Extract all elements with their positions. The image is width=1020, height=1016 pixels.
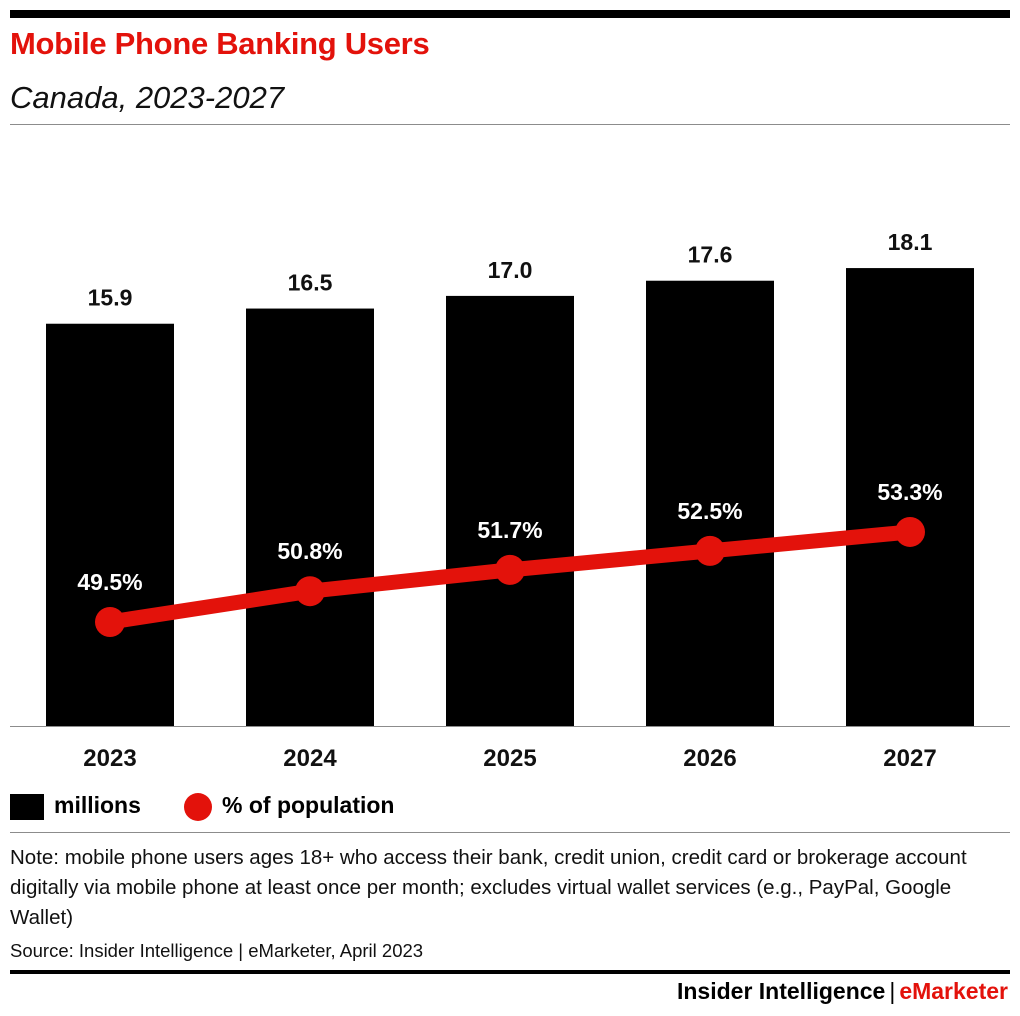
bar-value-label-2025: 17.0 <box>488 257 533 283</box>
bar-value-label-2026: 17.6 <box>688 242 733 268</box>
x-tick-label-2026: 2026 <box>683 745 736 772</box>
bar-value-label-2023: 15.9 <box>88 285 133 311</box>
population-point-2024 <box>295 576 325 607</box>
population-point-2027 <box>895 516 925 547</box>
population-point-2025 <box>495 554 525 585</box>
population-label-2026: 52.5% <box>677 498 742 524</box>
chart-canvas: 15.9 2023 16.5 2024 17.0 2025 17.6 2026 18.1 2027… <box>10 229 1010 772</box>
bar-2025 <box>446 295 574 726</box>
population-point-2026 <box>695 535 725 566</box>
brand-name-right: eMarketer <box>899 978 1008 1004</box>
x-tick-label-2027: 2027 <box>883 745 936 772</box>
x-tick-label-2025: 2025 <box>483 745 536 772</box>
legend-divider <box>10 832 1010 833</box>
population-label-2025: 51.7% <box>477 517 542 543</box>
brand-name-left: Insider Intelligence <box>676 978 886 1004</box>
bar-2024 <box>246 308 374 726</box>
legend-label-population: % of population <box>222 792 395 818</box>
x-tick-label-2023: 2023 <box>83 745 136 772</box>
brand-separator: | <box>889 978 896 1004</box>
bottom-bar <box>10 970 1010 974</box>
bar-value-label-2024: 16.5 <box>288 270 333 296</box>
top-bar <box>10 10 1010 18</box>
bar-value-label-2027: 18.1 <box>888 229 933 255</box>
chart-note: Note: mobile phone users ages 18+ who ac… <box>10 846 967 929</box>
population-label-2027: 53.3% <box>877 479 942 505</box>
brand-logo: Insider Intelligence | eMarketer <box>677 978 1008 1005</box>
chart-source: Source: Insider Intelligence | eMarketer… <box>10 940 424 961</box>
population-point-2023 <box>95 607 125 637</box>
bar-2027 <box>846 268 974 726</box>
population-label-2023: 49.5% <box>77 569 142 595</box>
x-tick-label-2024: 2024 <box>283 745 337 772</box>
legend-label-millions: millions <box>54 792 141 818</box>
legend-dot-swatch <box>184 793 212 821</box>
bar-2023 <box>46 323 174 726</box>
header-divider <box>10 124 1010 125</box>
chart-subtitle: Canada, 2023-2027 <box>10 80 285 115</box>
bar-2026 <box>646 280 774 726</box>
chart-title: Mobile Phone Banking Users <box>10 26 430 61</box>
legend-bar-swatch <box>10 794 44 820</box>
population-label-2024: 50.8% <box>277 538 342 564</box>
